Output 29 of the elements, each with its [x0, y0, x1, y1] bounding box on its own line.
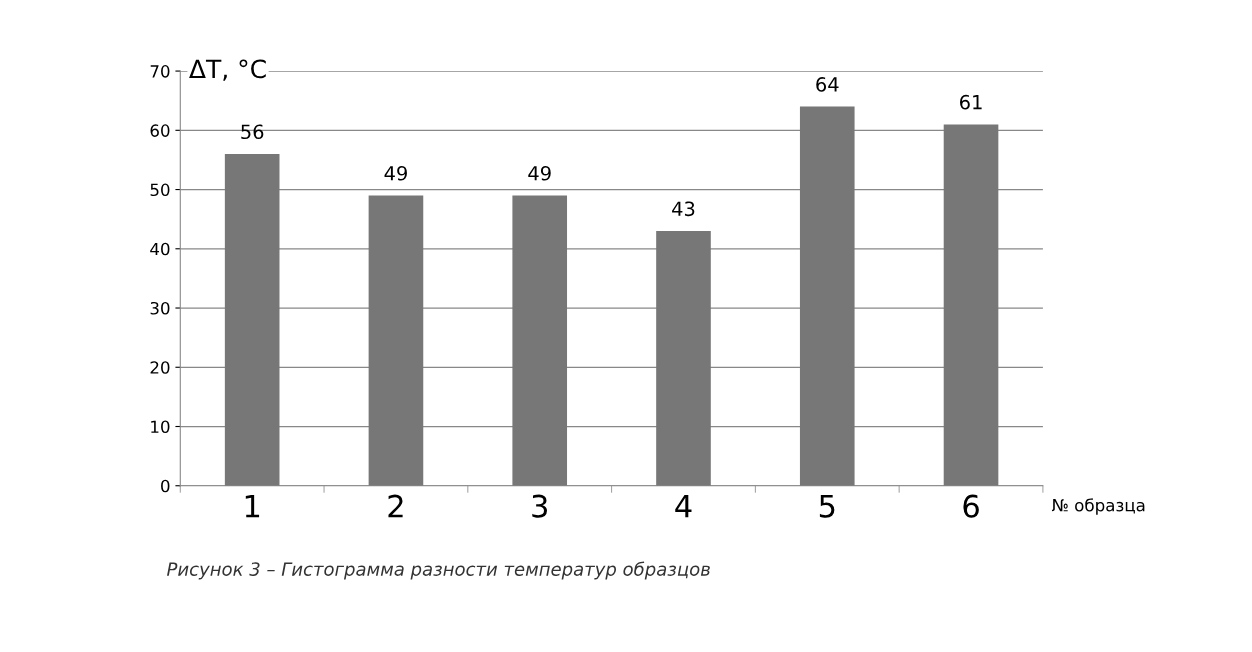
y-tick-label: 10	[151, 420, 170, 434]
x-tick-label: 2	[388, 494, 403, 518]
x-tick-label: 6	[963, 494, 979, 518]
data-label: 64	[816, 77, 839, 92]
y-tick-label: 30	[150, 301, 170, 315]
bar	[368, 195, 424, 486]
y-tick-label: 50	[150, 183, 170, 197]
x-tick-label: 4	[675, 495, 692, 518]
y-tick-label: 70	[150, 65, 170, 78]
y-tick-label: 20	[150, 361, 170, 374]
bar	[224, 154, 280, 486]
y-axis-title: ΔT, °C	[189, 59, 266, 81]
data-label: 61	[960, 94, 982, 110]
bar	[656, 231, 711, 486]
y-tick-label: 0	[161, 479, 170, 493]
y-tick-label: 60	[150, 124, 170, 137]
bar	[943, 124, 999, 486]
bar	[799, 106, 855, 486]
x-tick-label: 5	[819, 495, 835, 518]
text: Рисунок 3 – Гистограмма разности температур образцов	[167, 561, 710, 580]
data-label: 49	[528, 165, 551, 181]
x-tick-label: 3	[532, 494, 547, 518]
data-label: 49	[384, 165, 407, 181]
y-tick-label: 40	[150, 242, 170, 256]
data-label: 56	[241, 124, 264, 140]
bar	[512, 195, 568, 486]
x-tick-label: 1	[245, 495, 260, 518]
x-axis-title: № образца	[1051, 498, 1145, 515]
data-label: 43	[672, 201, 695, 217]
